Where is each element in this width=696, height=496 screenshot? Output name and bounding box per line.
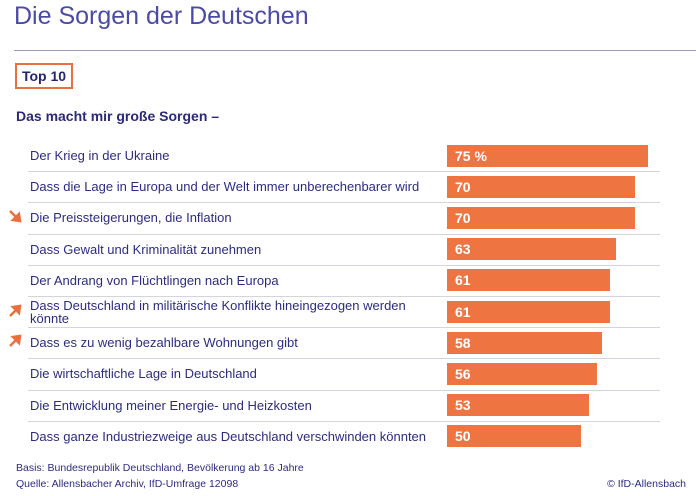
bar: 53 <box>447 394 590 417</box>
category-label: Der Krieg in der Ukraine <box>30 148 170 163</box>
subtitle: Das macht mir große Sorgen – <box>16 108 220 124</box>
value-label: 70 <box>455 178 471 195</box>
category-label: Dass Gewalt und Kriminalität zunehmen <box>30 241 262 257</box>
badge: Top 10 <box>15 63 73 89</box>
bar: 56 <box>447 362 598 385</box>
row-separator <box>28 327 660 329</box>
category-label: Die Preissteigerungen, die Inflation <box>30 210 232 226</box>
bar: 70 <box>447 206 635 229</box>
category-label: Die Entwicklung meiner Energie- und Heiz… <box>30 397 312 413</box>
value-label: 50 <box>455 428 471 445</box>
bar: 63 <box>447 238 616 261</box>
trend-arrows <box>9 210 22 347</box>
bar: 61 <box>447 300 611 323</box>
category-label: Dass die Lage in Europa und der Welt imm… <box>30 179 420 195</box>
category-label: Dass ganze Industriezweige aus Deutschla… <box>30 428 427 444</box>
footnote: Basis: Bundesrepublik Deutschland, Bevöl… <box>16 462 304 474</box>
footnote: Quelle: Allensbacher Archiv, IfD-Umfrage… <box>16 478 239 490</box>
arrow-up <box>9 304 22 317</box>
row-separator <box>28 171 660 173</box>
value-label: 75 % <box>455 147 487 164</box>
row-separator <box>28 358 660 360</box>
value-label: 53 <box>455 397 471 414</box>
value-label: 58 <box>455 334 471 351</box>
row-separator <box>28 233 660 235</box>
bar: 70 <box>447 175 635 198</box>
bar: 75 % <box>447 144 648 167</box>
row-separator <box>28 389 660 391</box>
bar: 61 <box>447 269 611 292</box>
category-label: Der Andrang von Flüchtlingen nach Europa <box>30 272 279 288</box>
row-separator <box>28 296 660 297</box>
category-label: Die wirtschaftliche Lage in Deutschland <box>30 366 257 382</box>
title-rule <box>14 50 696 51</box>
value-label: 70 <box>455 209 471 226</box>
arrow-up <box>9 334 22 347</box>
category-label: Dass es zu wenig bezahlbare Wohnungen gi… <box>30 335 298 351</box>
value-label: 63 <box>455 241 471 258</box>
row-separator <box>28 420 660 422</box>
value-label: 56 <box>455 365 471 382</box>
row-separator <box>28 264 660 266</box>
value-label: 61 <box>455 272 471 289</box>
chart-title: Die Sorgen der Deutschen <box>14 2 309 30</box>
bar: 58 <box>447 331 603 354</box>
bar: 50 <box>447 425 581 448</box>
row-separator <box>28 202 660 204</box>
source: © IfD-Allensbach <box>607 478 686 490</box>
arrow-down <box>9 210 22 223</box>
value-label: 61 <box>455 303 471 320</box>
category-label: Dass Deutschland in militärische Konflik… <box>30 297 406 326</box>
